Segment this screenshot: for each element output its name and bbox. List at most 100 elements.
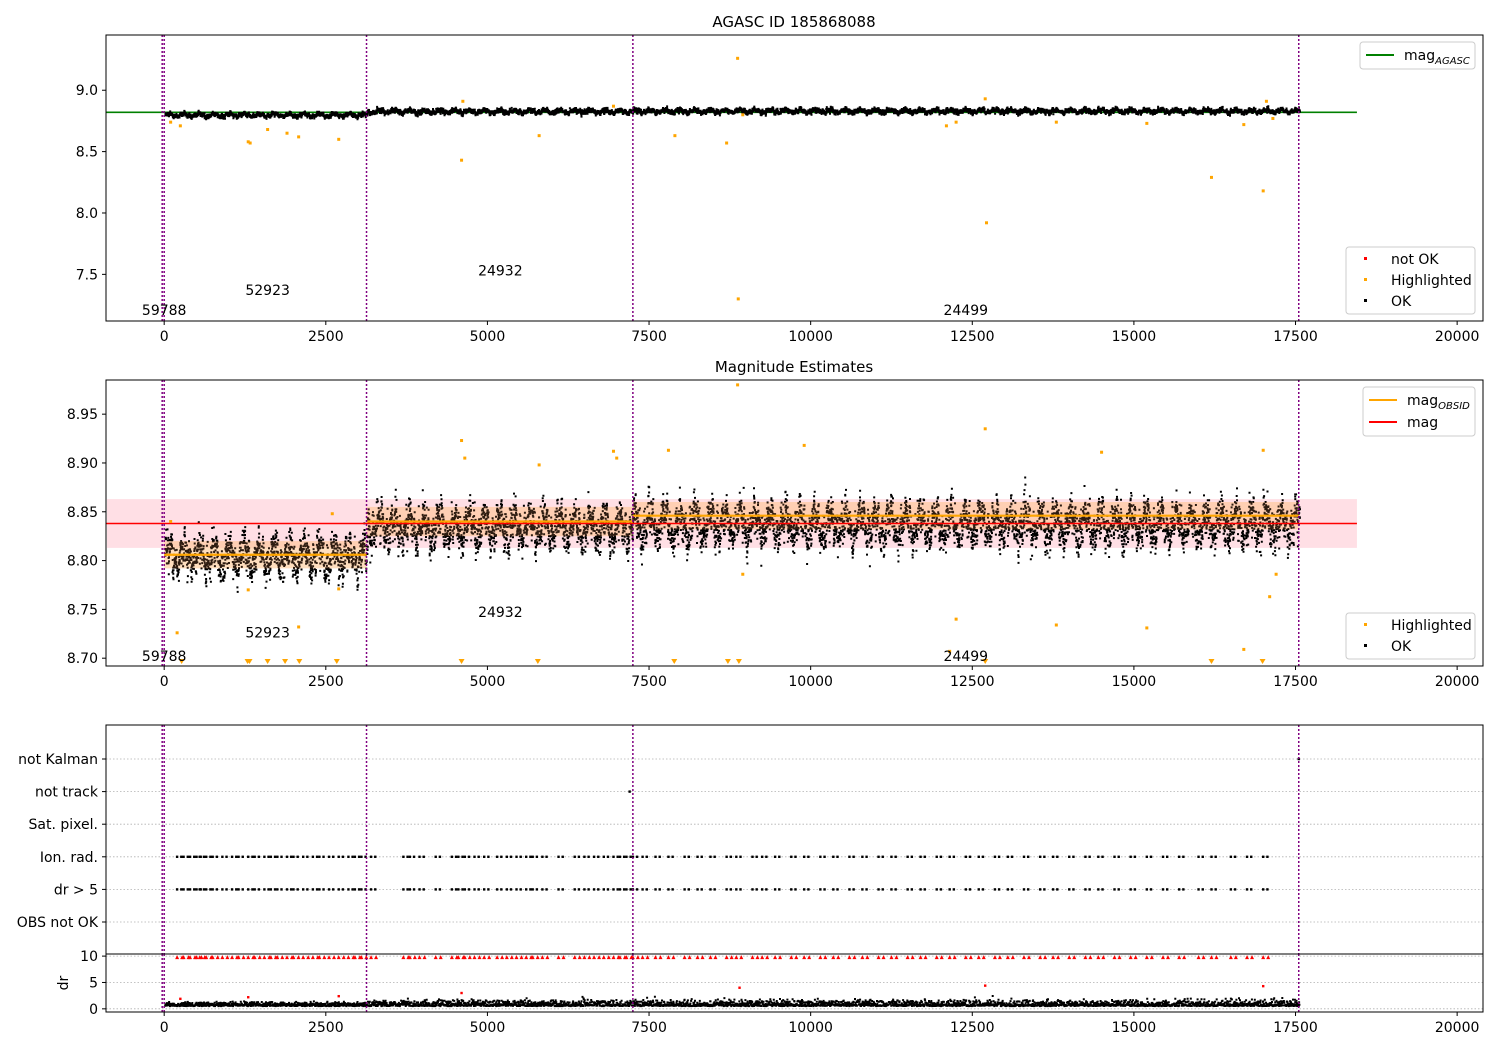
panel4-capped-marker-b-24 [364,955,369,960]
panel3-flag-event-4-48 [625,888,628,891]
panel4-capped-marker-b-58 [755,955,760,960]
panel3-flag-event-3-34 [482,855,486,858]
panel2-highlighted-point-9 [611,449,615,453]
legend-label-highlighted-2: Highlighted [1391,618,1472,634]
panel2-ok-points [164,476,1301,593]
panel3-flag-event-4-73 [964,888,968,891]
panel3-flag-event-3-32 [463,855,466,858]
panel2-highlighted-point-4 [337,587,341,591]
panel3-flag-event-b-3-88 [1201,855,1204,858]
panel4-capped-marker-49 [630,955,635,960]
panel3-flag-event-b-3-77 [1027,855,1030,858]
panel3-flag-event-b-3-0 [180,855,183,858]
panel3-flag-event-b-3-43 [587,855,590,858]
panel3-flag-event-b-4-91 [1250,888,1253,891]
panel3-flag-event-4-81 [1084,888,1087,891]
panel3-flag-event-3-80 [1068,855,1071,858]
panel4-capped-marker-65 [847,955,852,960]
panel4-capped-marker-b-72 [952,955,957,960]
panel4-capped-marker-6 [210,955,215,960]
panel3-flag-event-4-71 [935,888,938,891]
panel3-flag-event-b-4-6 [215,888,219,891]
panel3-flag-event-3-57 [735,855,738,858]
panel3-flag-event-b-3-26 [406,855,409,858]
panel3-flag-event-b-4-44 [597,888,600,891]
panel3-flag-event-3-42 [573,855,576,858]
panel4-capped-marker-70 [918,955,923,960]
panel3-flag-event-b-4-18 [315,888,319,891]
panel4-capped-marker-b-50 [645,955,650,960]
panel3-flag-event-4-2 [188,888,192,891]
panel3-flag-event-b-4-54 [700,888,703,891]
panel4-capped-marker-b-49 [635,955,640,960]
panel1-xtick-label-0: 0 [160,329,169,345]
panel4-capped-marker-73 [963,955,968,960]
panel3-flag-event-4-76 [1006,888,1010,891]
panel3-flag-event-4-6 [211,888,214,891]
panel3-flag-event-3-47 [618,855,622,858]
panel4-capped-marker-b-53 [687,955,692,960]
panel3-flag-event-b-3-9 [241,855,244,858]
panel3-flag-event-b-3-60 [778,855,781,858]
panel4-capped-marker-13 [268,955,273,960]
panel4-capped-marker-31 [456,955,461,960]
legend-marker-ok-2 [1364,644,1367,647]
panel3-flag-event-b-3-46 [616,855,619,858]
panel3-flag-event-b-4-58 [755,888,758,891]
panel3-flag-event-b-4-72 [952,888,956,891]
panel4-capped-marker-4 [197,955,202,960]
panel3-flag-event-3-19 [318,855,321,858]
panel4-capped-marker-1 [181,955,186,960]
panel4-xtick-label-3: 7500 [631,1020,667,1036]
panel3-flag-event-b-4-24 [364,888,367,891]
panel3-flag-event-3-61 [790,855,793,858]
panel2-xtick-label-1: 2500 [308,674,344,690]
panel3-flag-event-4-23 [353,888,357,891]
panel3-row-label-4: dr > 5 [54,882,98,898]
panel1-xtick-label-1: 2500 [308,329,344,345]
panel4-not-ok-point-5 [984,984,987,987]
panel3-flag-event-b-3-73 [968,855,972,858]
panel4-capped-marker-62 [802,955,807,960]
panel3-flag-event-4-55 [709,888,712,891]
panel3-flag-event-b-4-11 [257,888,261,891]
panel4-ytick-label-0: 0 [89,1002,98,1018]
panel3-flag-event-4-37 [515,888,518,891]
panel3-flag-event-4-56 [725,888,728,891]
panel4-capped-marker-41 [556,955,561,960]
panel4-plot-area [106,954,1483,1012]
panel3-flag-event-b-4-31 [461,888,464,891]
svg-text:magOBSID: magOBSID [1407,393,1470,412]
panel3-flag-event-3-14 [276,855,279,858]
panel3-flag-event-4-82 [1097,888,1100,891]
panel4-capped-marker-58 [750,955,755,960]
panel3-flag-event-3-92 [1261,855,1265,858]
panel3-flag-event-3-38 [525,855,528,858]
panel2-ytick-label-1: 8.75 [67,602,98,618]
panel3-flag-event-b-3-69 [910,855,914,858]
panel3-flag-event-b-4-78 [1043,888,1046,891]
panel3-flag-event-4-41 [557,888,560,891]
panel4-capped-marker-b-70 [923,955,928,960]
panel3-flag-event-b-3-87 [1182,855,1185,858]
panel3-flag-event-b-3-27 [412,855,416,858]
panel3-flag-event-3-52 [667,855,670,858]
panel3-flag-event-b-3-79 [1056,855,1059,858]
panel3-flag-event-3-7 [221,855,224,858]
panel2-highlighted-point-10 [615,456,619,460]
panel4-capped-marker-42 [572,955,577,960]
legend-marker-not-ok [1364,257,1367,260]
panel3-flag-event-3-58 [751,855,754,858]
panel1-highlighted-point-0 [169,120,173,124]
panel4-capped-marker-b-66 [865,955,870,960]
panel3-flag-event-b-3-59 [765,855,768,858]
panel-agasc: AGASC ID 185868088 59788529232493224499 … [76,13,1484,345]
panel1-highlighted-point-24 [1242,123,1246,127]
panel3-flag-event-b-3-80 [1072,855,1075,858]
panel3-flag-event-4-28 [418,888,421,891]
panel2-offscale-marker-3 [264,659,271,664]
panel4-capped-marker-b-42 [577,955,582,960]
panel2-xtick-label-4: 10000 [788,674,833,690]
panel2-highlighted-point-20 [1145,626,1149,630]
